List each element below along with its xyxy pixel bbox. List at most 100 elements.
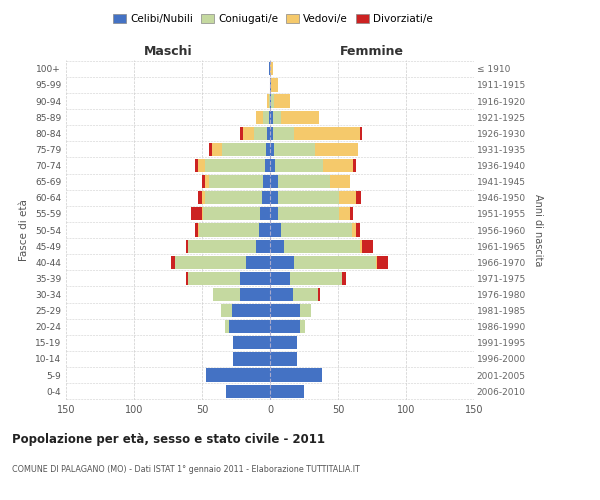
Bar <box>342 272 346 285</box>
Bar <box>271 94 274 108</box>
Bar <box>273 126 295 140</box>
Bar <box>270 143 274 156</box>
Bar <box>198 159 205 172</box>
Bar <box>284 240 360 252</box>
Bar <box>270 191 278 204</box>
Bar <box>353 159 356 172</box>
Bar <box>270 159 275 172</box>
Bar <box>188 240 256 252</box>
Bar <box>290 272 342 285</box>
Bar <box>352 224 356 236</box>
Bar <box>195 224 198 236</box>
Bar <box>263 110 269 124</box>
Bar <box>360 240 362 252</box>
Bar <box>275 159 323 172</box>
Bar <box>270 126 273 140</box>
Bar <box>243 126 254 140</box>
Bar <box>300 304 311 317</box>
Bar <box>270 304 300 317</box>
Bar <box>205 159 265 172</box>
Bar <box>270 368 322 382</box>
Y-axis label: Fasce di età: Fasce di età <box>19 199 29 261</box>
Bar <box>270 336 297 349</box>
Bar <box>362 240 373 252</box>
Bar <box>270 384 304 398</box>
Bar <box>198 224 199 236</box>
Bar <box>195 159 198 172</box>
Bar <box>205 175 209 188</box>
Bar <box>300 320 305 334</box>
Bar <box>281 224 352 236</box>
Bar <box>340 208 350 220</box>
Bar <box>270 62 273 76</box>
Bar <box>262 191 270 204</box>
Bar <box>315 143 358 156</box>
Bar <box>360 126 362 140</box>
Bar <box>273 110 281 124</box>
Text: Maschi: Maschi <box>143 46 193 59</box>
Bar <box>188 272 240 285</box>
Bar <box>259 224 270 236</box>
Bar <box>191 208 202 220</box>
Bar <box>229 320 270 334</box>
Bar <box>203 208 260 220</box>
Legend: Celibi/Nubili, Coniugati/e, Vedovi/e, Divorziati/e: Celibi/Nubili, Coniugati/e, Vedovi/e, Di… <box>109 10 437 29</box>
Text: COMUNE DI PALAGANO (MO) - Dati ISTAT 1° gennaio 2011 - Elaborazione TUTTITALIA.I: COMUNE DI PALAGANO (MO) - Dati ISTAT 1° … <box>12 466 360 474</box>
Bar <box>245 256 270 269</box>
Bar <box>270 288 293 301</box>
Bar <box>209 143 212 156</box>
Bar <box>267 126 270 140</box>
Bar <box>213 288 240 301</box>
Bar <box>263 175 270 188</box>
Bar <box>240 126 243 140</box>
Bar <box>269 62 270 76</box>
Bar <box>377 256 388 269</box>
Bar <box>293 288 317 301</box>
Bar <box>281 110 319 124</box>
Bar <box>278 175 330 188</box>
Bar <box>274 143 315 156</box>
Bar <box>340 191 356 204</box>
Bar <box>270 320 300 334</box>
Bar <box>206 368 270 382</box>
Bar <box>356 224 360 236</box>
Bar <box>240 272 270 285</box>
Bar <box>269 110 270 124</box>
Bar <box>223 143 266 156</box>
Bar <box>270 240 284 252</box>
Bar <box>376 256 377 269</box>
Bar <box>270 272 290 285</box>
Bar <box>270 78 271 92</box>
Bar <box>254 126 267 140</box>
Bar <box>269 94 270 108</box>
Bar <box>260 208 270 220</box>
Bar <box>270 224 281 236</box>
Bar <box>256 110 263 124</box>
Bar <box>271 78 278 92</box>
Bar <box>270 175 278 188</box>
Bar <box>233 336 270 349</box>
Bar <box>198 191 202 204</box>
Bar <box>171 256 175 269</box>
Bar <box>185 240 188 252</box>
Bar <box>267 94 269 108</box>
Text: Femmine: Femmine <box>340 46 404 59</box>
Bar <box>209 175 263 188</box>
Bar <box>226 384 270 398</box>
Bar <box>270 208 278 220</box>
Bar <box>232 304 270 317</box>
Bar <box>233 352 270 366</box>
Text: Popolazione per età, sesso e stato civile - 2011: Popolazione per età, sesso e stato civil… <box>12 432 325 446</box>
Bar <box>256 240 270 252</box>
Bar <box>278 208 340 220</box>
Bar <box>175 256 245 269</box>
Bar <box>317 288 320 301</box>
Bar <box>270 352 297 366</box>
Bar <box>270 94 271 108</box>
Bar <box>350 208 353 220</box>
Bar <box>202 175 205 188</box>
Bar <box>295 256 376 269</box>
Bar <box>221 304 232 317</box>
Bar <box>323 159 353 172</box>
Bar <box>295 126 360 140</box>
